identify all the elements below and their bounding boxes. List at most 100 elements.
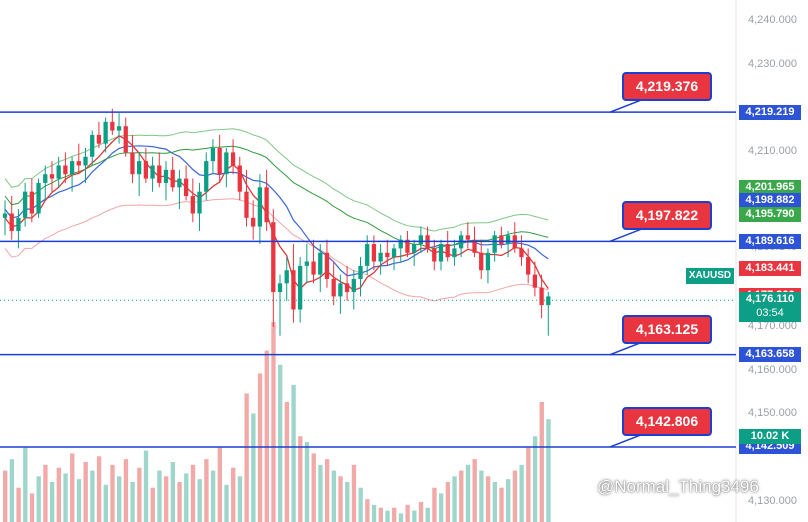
level-callout: 4,219.376 — [622, 72, 712, 102]
level-callout: 4,197.822 — [622, 201, 712, 231]
candle-body — [452, 248, 457, 258]
volume-bar — [103, 484, 108, 522]
candle-body — [351, 278, 356, 293]
volume-bar — [284, 402, 290, 522]
lower-band-line — [4, 198, 549, 302]
candle-body — [445, 244, 450, 258]
candle-body — [297, 265, 303, 310]
candle-body — [432, 248, 437, 262]
candle-body — [150, 165, 155, 179]
candle-body — [63, 165, 68, 175]
candle-body — [76, 161, 81, 166]
level-axis-tag: 4,163.658 — [739, 347, 801, 363]
candle-body — [157, 165, 162, 183]
level-callout: 4,163.125 — [622, 314, 712, 344]
candle-body — [130, 152, 135, 175]
candle-body — [398, 239, 403, 249]
volume-bar — [90, 470, 95, 522]
candle-body — [365, 244, 370, 266]
volume-bar — [231, 467, 236, 522]
volume-bar — [170, 462, 176, 522]
volume-bar — [63, 473, 68, 522]
candle-body — [163, 169, 169, 183]
volume-bar — [271, 322, 276, 522]
candle-body — [277, 283, 283, 293]
candle-body — [183, 178, 189, 197]
candle-body — [479, 252, 484, 271]
candle-body — [210, 148, 216, 162]
candle-body — [385, 252, 390, 258]
candle-body — [90, 134, 95, 157]
volume-bar — [157, 470, 162, 522]
candle-body — [331, 278, 336, 297]
volume-bar — [465, 464, 471, 522]
y-tick-label: 4,170.000 — [748, 319, 797, 332]
volume-bar — [445, 482, 451, 522]
symbol-tag: XAUUSD — [686, 268, 734, 284]
volume-bar — [304, 442, 310, 522]
candle-body — [56, 165, 61, 179]
volume-bar — [492, 482, 497, 522]
candle-body — [217, 148, 222, 175]
volume-bar — [3, 470, 8, 522]
candle-body — [224, 152, 229, 175]
candle-body — [472, 239, 477, 253]
candle-countdown: 03:54 — [756, 307, 784, 320]
candle-body — [204, 161, 209, 192]
volume-bar — [204, 459, 209, 522]
y-tick-label: 4,130.000 — [748, 494, 797, 507]
volume-bar — [56, 467, 62, 522]
volume-bar — [117, 476, 122, 522]
candle-body — [338, 283, 343, 297]
candle-body — [190, 196, 195, 214]
candle-body — [16, 217, 21, 231]
volume-bar — [479, 470, 484, 522]
volume-bar — [499, 487, 504, 522]
price-tag: 4,198.882 — [739, 193, 801, 209]
candle-body — [438, 244, 444, 262]
candle-body — [324, 252, 330, 279]
candle-body — [344, 283, 350, 293]
candle-body — [22, 191, 28, 218]
volume-bar — [405, 504, 410, 522]
candle-body — [492, 235, 497, 253]
volume-bar — [345, 482, 350, 522]
candle-body — [137, 161, 142, 175]
candle-body — [257, 187, 263, 227]
candle-body — [123, 126, 128, 153]
candle-body — [49, 174, 55, 179]
upper-band-line — [4, 128, 549, 232]
volume-bar — [49, 482, 55, 522]
level-axis-tag: 4,189.616 — [739, 233, 801, 249]
volume-bar — [130, 482, 135, 522]
candle-body — [230, 152, 236, 166]
y-tick-label: 4,240.000 — [748, 14, 797, 27]
candle-body — [197, 191, 202, 214]
volume-bar — [418, 502, 424, 522]
candle-body — [465, 235, 470, 240]
volume-bar — [351, 464, 357, 522]
candle-body — [539, 287, 544, 306]
ma-blue-line — [4, 145, 549, 277]
volume-bar — [177, 482, 182, 522]
volume-bar — [70, 453, 75, 522]
watermark: @Normal_Thing3496 — [597, 477, 759, 496]
y-tick-label: 4,160.000 — [748, 363, 797, 376]
volume-bar — [150, 487, 155, 522]
volume-bar — [143, 450, 149, 522]
candle-body — [116, 126, 122, 131]
volume-bar — [532, 436, 538, 522]
volume-bar — [472, 459, 477, 522]
volume-bar — [251, 413, 256, 522]
candle-body — [103, 121, 108, 144]
level-callout: 4,142.806 — [622, 406, 712, 436]
volume-bar — [519, 464, 524, 522]
volume-bar — [324, 459, 330, 522]
candle-body — [485, 252, 491, 271]
price-tag: 4,201.965 — [739, 179, 801, 195]
candle-body — [36, 182, 41, 214]
volume-bar — [331, 470, 337, 522]
volume-bar — [264, 350, 269, 522]
y-tick-label: 4,150.000 — [748, 407, 797, 420]
